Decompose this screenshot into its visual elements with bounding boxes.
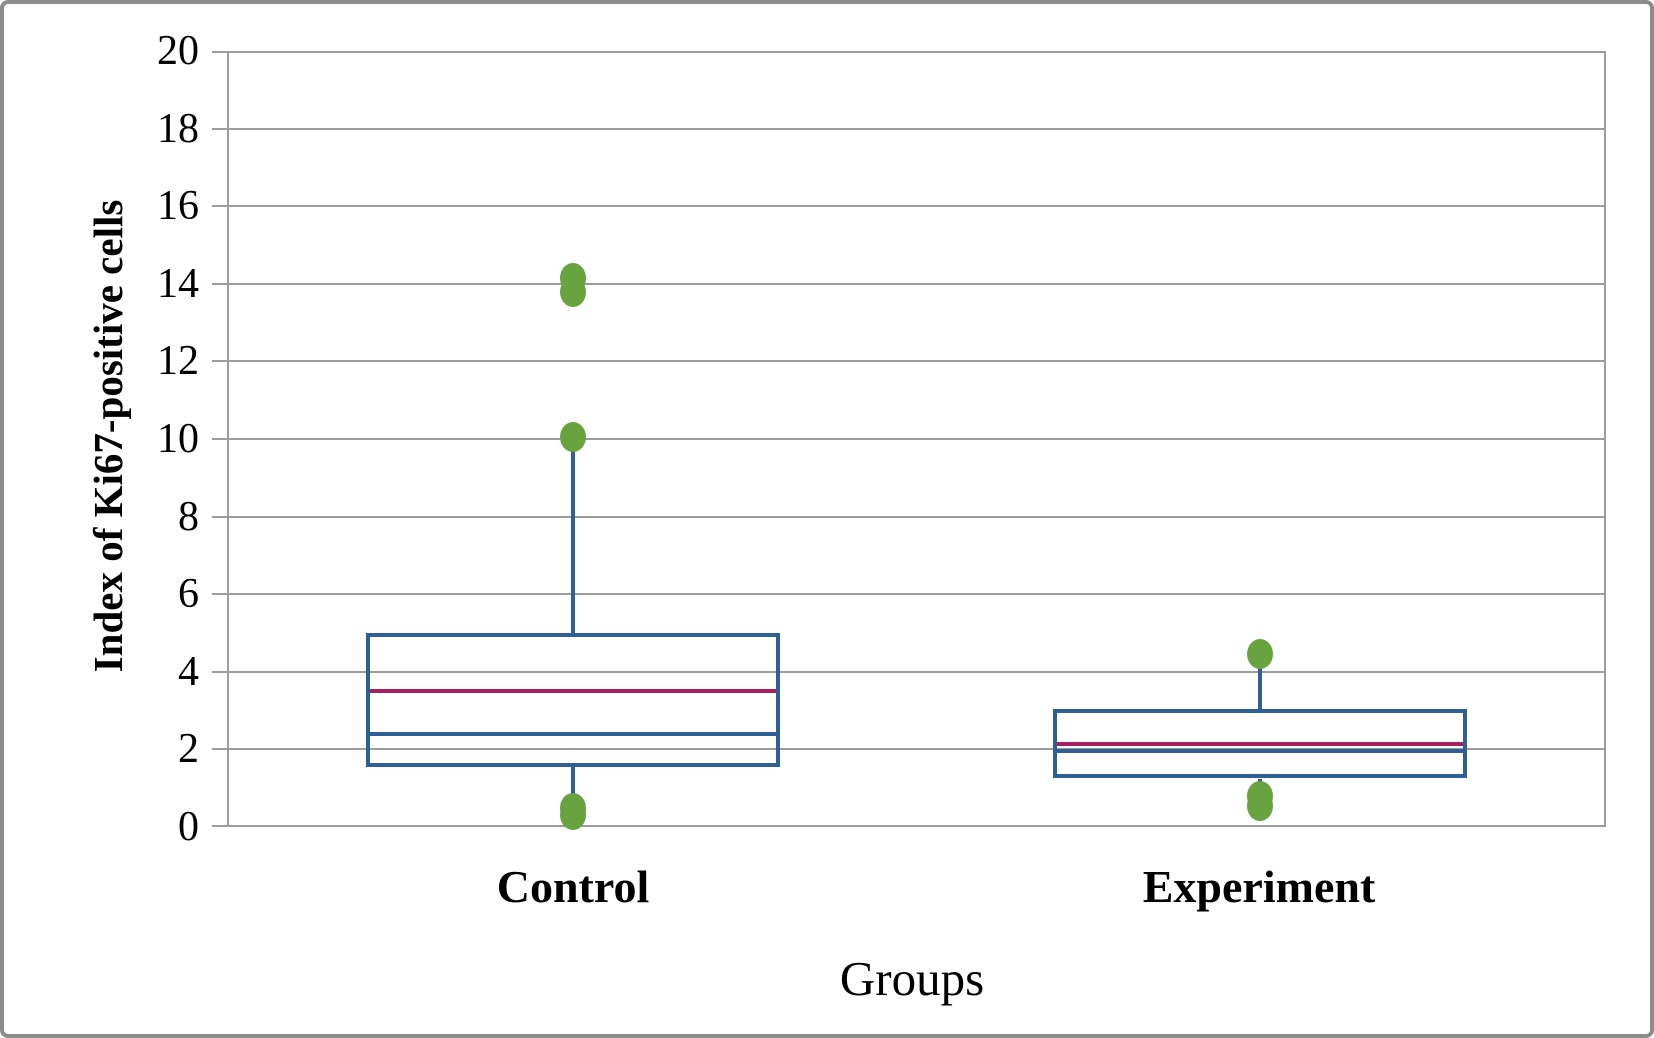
y-tick-mark	[212, 438, 227, 440]
gridline-y-18	[229, 127, 1604, 130]
y-tick-mark	[212, 825, 227, 827]
box-experiment	[1053, 708, 1468, 779]
y-tick-label: 8	[178, 493, 199, 540]
gridline-y-8	[229, 515, 1604, 518]
mean-line-control	[369, 689, 776, 694]
gridline-y-2	[229, 748, 1604, 751]
whisker-high-experiment	[1258, 667, 1263, 709]
median-line-control	[369, 731, 776, 736]
gridline-y-14	[229, 282, 1604, 285]
outlier-point-control	[559, 422, 586, 453]
y-tick-mark	[212, 593, 227, 596]
outlier-point-experiment	[1247, 639, 1274, 670]
mean-line-experiment	[1057, 741, 1464, 746]
y-tick-mark	[212, 282, 227, 285]
y-tick-mark	[212, 670, 227, 673]
gridline-y-6	[229, 593, 1604, 596]
gridline-y-10	[229, 438, 1604, 440]
y-tick-label: 12	[157, 338, 199, 385]
plot-area: 0 2 4 6 8 10 12 14 16 18 20	[157, 28, 1606, 850]
outlier-point-control	[559, 276, 586, 307]
y-tick-label: 2	[178, 726, 199, 773]
y-tick-label: 20	[157, 28, 199, 74]
y-tick-label: 6	[178, 571, 199, 618]
y-tick-mark	[212, 360, 227, 363]
y-tick-label: 18	[157, 105, 199, 152]
outlier-point-control	[559, 800, 586, 831]
y-tick-mark	[212, 51, 227, 53]
category-label-control: Control	[496, 861, 650, 912]
x-axis-title: Groups	[839, 951, 985, 1006]
gridline-y-4	[229, 670, 1604, 673]
gridline-y-16	[229, 205, 1604, 208]
y-tick-mark	[212, 748, 227, 751]
category-label-experiment: Experiment	[1142, 861, 1376, 912]
whisker-low-control	[570, 766, 575, 808]
gridline-y-0	[229, 825, 1604, 827]
y-tick-label: 14	[157, 260, 199, 307]
gridline-y-12	[229, 360, 1604, 363]
gridline-y-20	[229, 51, 1604, 53]
median-line-experiment	[1057, 749, 1464, 754]
y-tick-label: 0	[178, 804, 199, 850]
y-tick-label: 10	[157, 416, 199, 462]
whisker-high-control	[570, 439, 575, 633]
outlier-point-experiment	[1247, 790, 1274, 821]
y-tick-mark	[212, 127, 227, 130]
box-control	[365, 633, 780, 767]
y-tick-label: 4	[178, 648, 199, 695]
y-tick-label: 16	[157, 183, 199, 230]
y-tick-mark	[212, 205, 227, 208]
y-tick-mark	[212, 515, 227, 518]
